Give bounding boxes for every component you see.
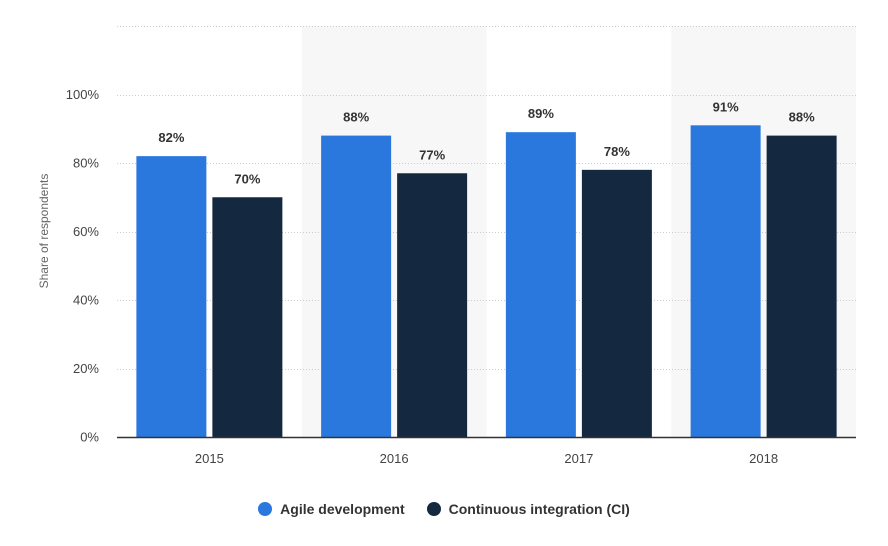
bar-ci-2017[interactable] xyxy=(581,169,652,437)
data-label: 89% xyxy=(528,106,554,121)
bar-agile-2017[interactable] xyxy=(505,132,576,438)
x-tick-label: 2016 xyxy=(380,451,409,466)
legend-item-ci[interactable]: Continuous integration (CI) xyxy=(426,501,630,517)
data-labels: 82% 70% 88% 77% 89% 78% 91% 88% xyxy=(158,99,815,186)
x-tick-label: 2018 xyxy=(749,451,778,466)
y-tick-label: 0% xyxy=(80,430,99,445)
data-label: 88% xyxy=(789,110,815,125)
legend: Agile development Continuous integration… xyxy=(0,501,888,517)
data-label: 82% xyxy=(158,130,184,145)
y-tick-label: 80% xyxy=(73,156,99,171)
y-tick-labels: 0% 20% 40% 60% 80% 100% xyxy=(66,87,100,445)
y-tick-label: 60% xyxy=(73,224,99,239)
legend-item-agile[interactable]: Agile development xyxy=(258,501,405,517)
y-tick-label: 20% xyxy=(73,361,99,376)
data-label: 77% xyxy=(419,147,445,162)
data-label: 70% xyxy=(234,171,260,186)
bar-ci-2016[interactable] xyxy=(397,173,468,437)
bar-ci-2015[interactable] xyxy=(212,197,283,437)
y-tick-label: 40% xyxy=(73,293,99,308)
y-axis-title: Share of respondents xyxy=(37,174,51,289)
bar-agile-2018[interactable] xyxy=(690,125,761,437)
bar-agile-2015[interactable] xyxy=(136,156,207,437)
data-label: 91% xyxy=(713,99,739,114)
bars xyxy=(136,125,837,438)
legend-label-agile: Agile development xyxy=(280,501,405,517)
legend-label-ci: Continuous integration (CI) xyxy=(448,501,630,517)
data-label: 78% xyxy=(604,144,630,159)
legend-swatch-ci xyxy=(426,502,441,516)
bar-agile-2016[interactable] xyxy=(321,135,392,437)
x-tick-label: 2017 xyxy=(564,451,593,466)
x-tick-labels: 2015 2016 2017 2018 xyxy=(195,451,778,466)
y-tick-label: 100% xyxy=(66,87,100,102)
data-label: 88% xyxy=(343,110,369,125)
legend-swatch-agile xyxy=(258,502,273,516)
x-tick-label: 2015 xyxy=(195,451,224,466)
bar-ci-2018[interactable] xyxy=(766,135,837,437)
